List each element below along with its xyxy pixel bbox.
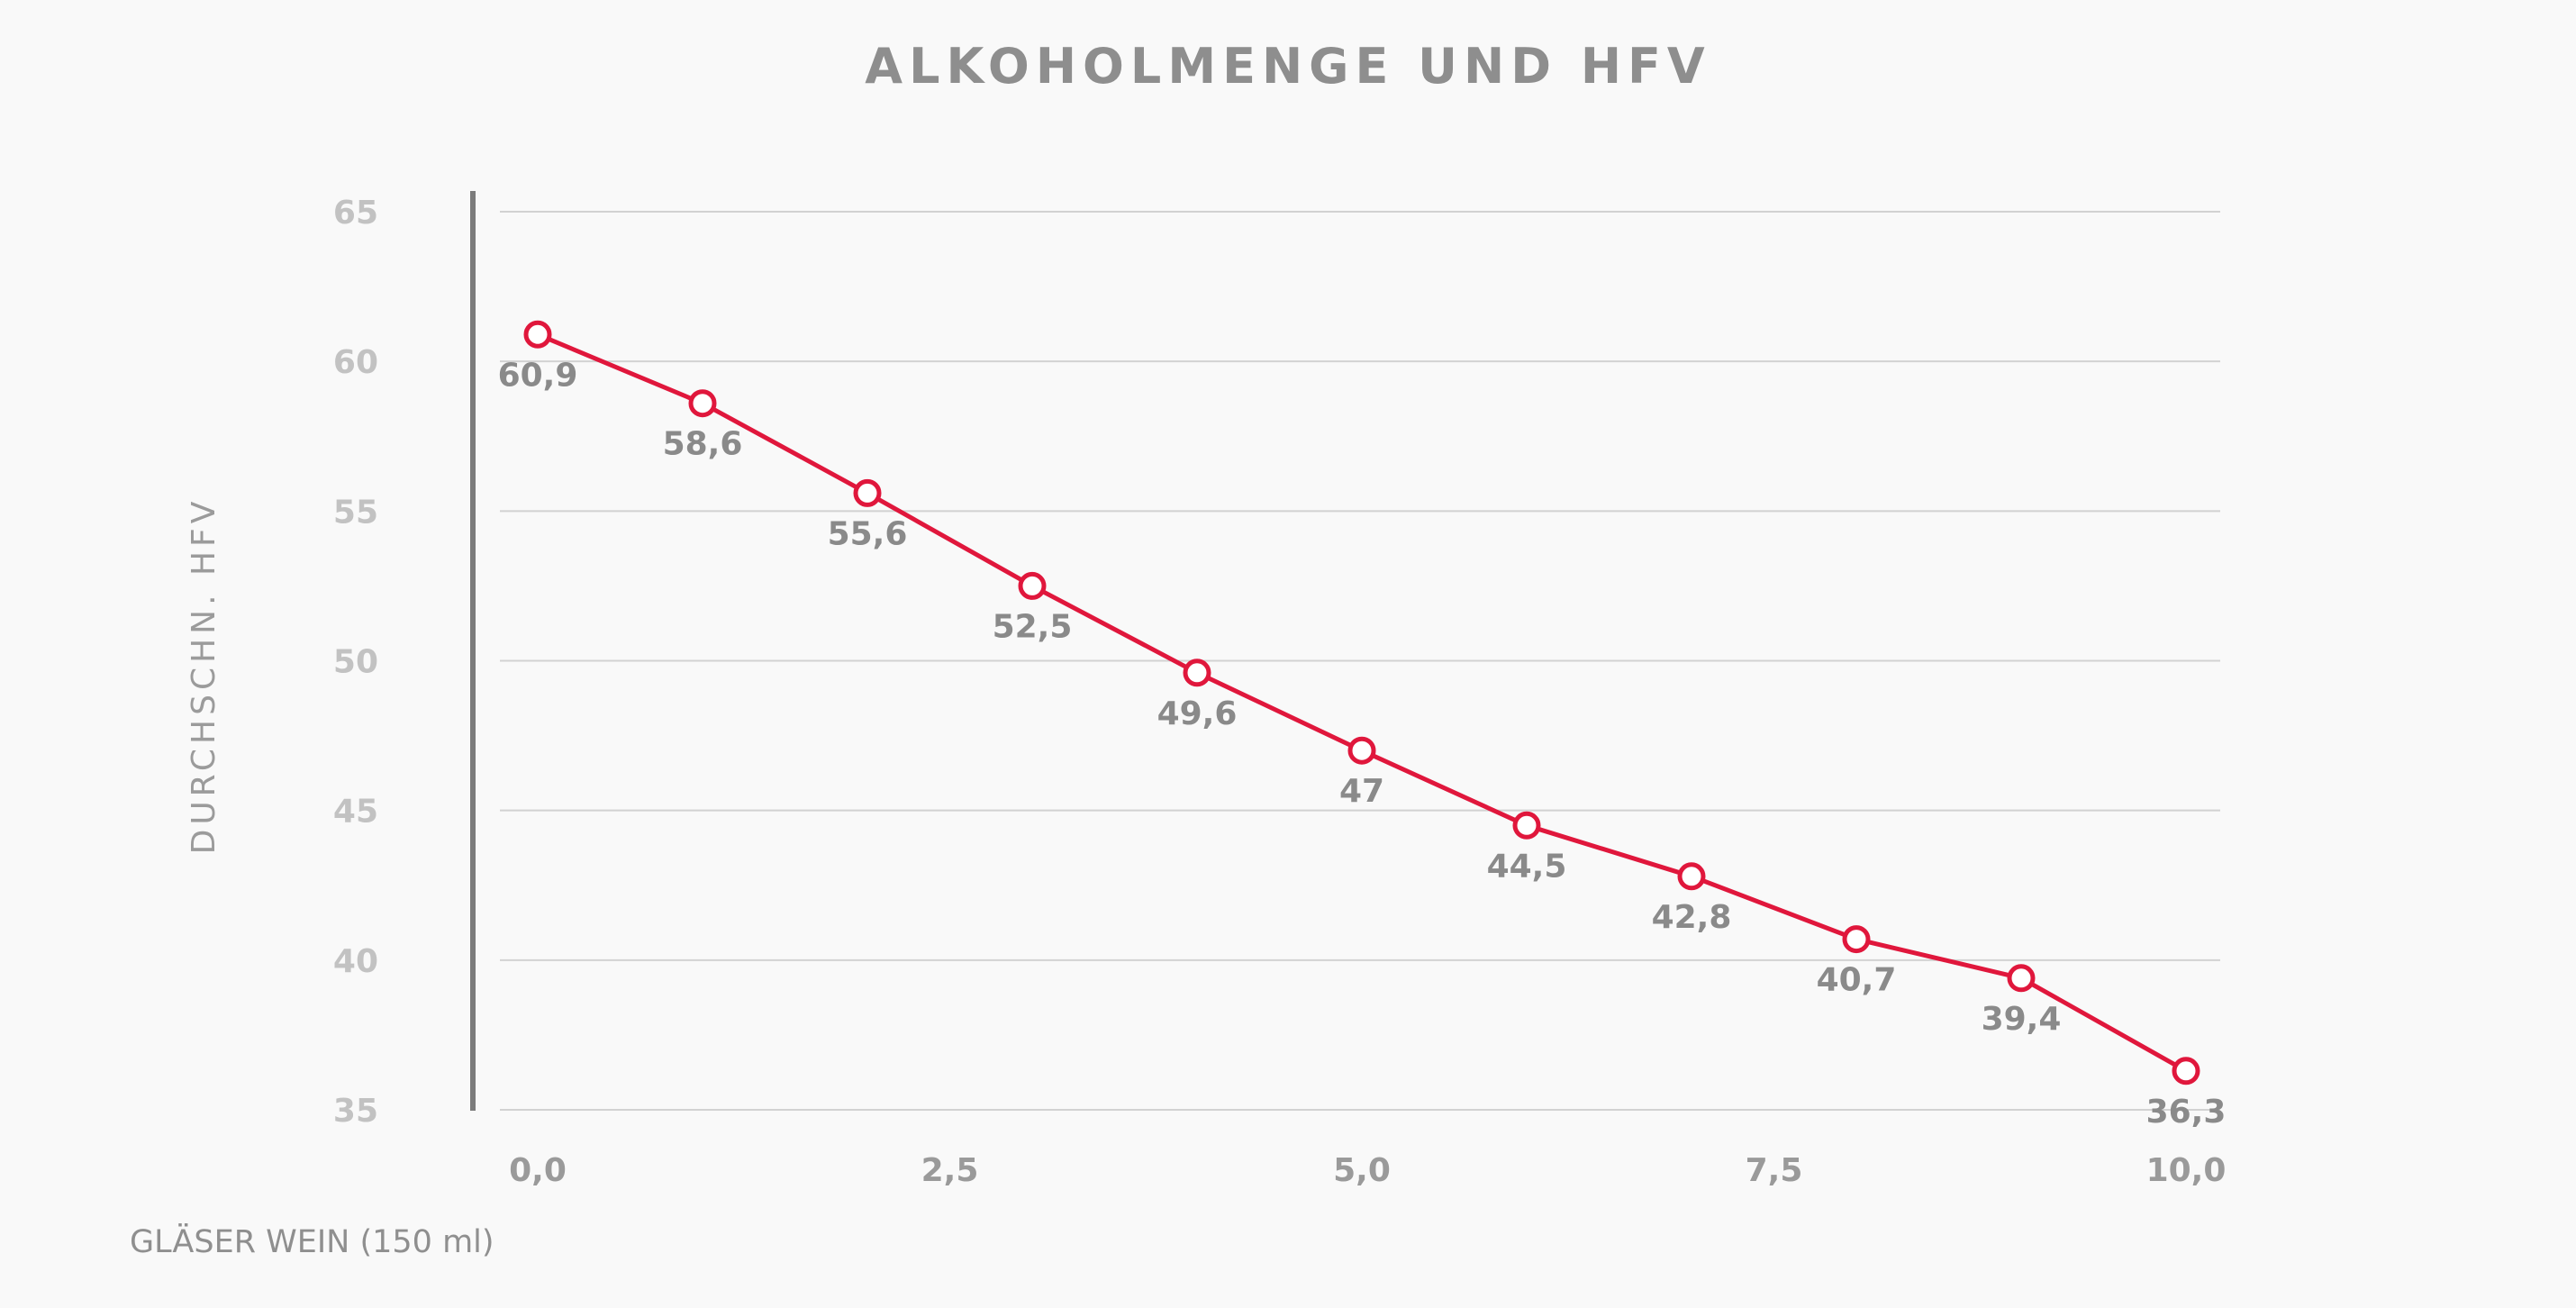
- data-label-3: 52,5: [993, 608, 1073, 645]
- y-axis-label: DURCHSCHN. HFV: [186, 497, 222, 855]
- data-label-7: 42,8: [1652, 899, 1732, 936]
- data-label-10: 36,3: [2146, 1094, 2227, 1131]
- data-point-8: [1842, 925, 1871, 954]
- x-tick-2.5: 2,5: [921, 1152, 979, 1189]
- y-tick-labels: 65 60 55 50 45 40 35: [333, 195, 378, 1130]
- y-tick-55: 55: [333, 494, 378, 531]
- grid-lines: [500, 211, 2220, 1111]
- data-label-2: 55,6: [828, 515, 908, 552]
- data-label-1: 58,6: [663, 426, 743, 463]
- x-axis-label: GLÄSER WEIN (150 ml): [130, 1222, 494, 1260]
- x-tick-0: 0,0: [509, 1152, 567, 1189]
- data-label-4: 49,6: [1157, 695, 1238, 732]
- y-tick-45: 45: [333, 794, 378, 831]
- series-layer: 60,9 58,6 55,6 52,5 49,6 47 44,5 42,8 40,7 39,4 36…: [498, 320, 2227, 1131]
- y-tick-35: 35: [333, 1093, 378, 1130]
- data-point-1: [688, 389, 717, 418]
- data-label-0: 60,9: [498, 357, 578, 394]
- chart-title: ALKOHOLMENGE UND HFV: [865, 38, 1710, 95]
- y-tick-60: 60: [333, 344, 378, 381]
- y-tick-50: 50: [333, 644, 378, 681]
- data-point-3: [1018, 571, 1047, 600]
- data-label-5: 47: [1339, 773, 1384, 810]
- data-label-6: 44,5: [1487, 848, 1567, 885]
- x-tick-labels: 0,0 2,5 5,0 7,5 10,0: [509, 1152, 2226, 1189]
- data-point-10: [2172, 1057, 2200, 1085]
- data-point-0: [523, 320, 552, 349]
- data-point-7: [1677, 862, 1706, 891]
- y-tick-65: 65: [333, 195, 378, 232]
- data-point-9: [2007, 964, 2036, 993]
- data-label-8: 40,7: [1817, 962, 1897, 999]
- data-point-4: [1183, 659, 1211, 687]
- x-tick-10: 10,0: [2146, 1152, 2227, 1189]
- data-point-5: [1347, 736, 1376, 765]
- y-tick-40: 40: [333, 943, 378, 980]
- data-point-6: [1512, 811, 1541, 840]
- x-tick-7.5: 7,5: [1746, 1152, 1803, 1189]
- data-point-2: [853, 478, 882, 507]
- x-tick-5: 5,0: [1333, 1152, 1391, 1189]
- data-label-9: 39,4: [1982, 1001, 2062, 1038]
